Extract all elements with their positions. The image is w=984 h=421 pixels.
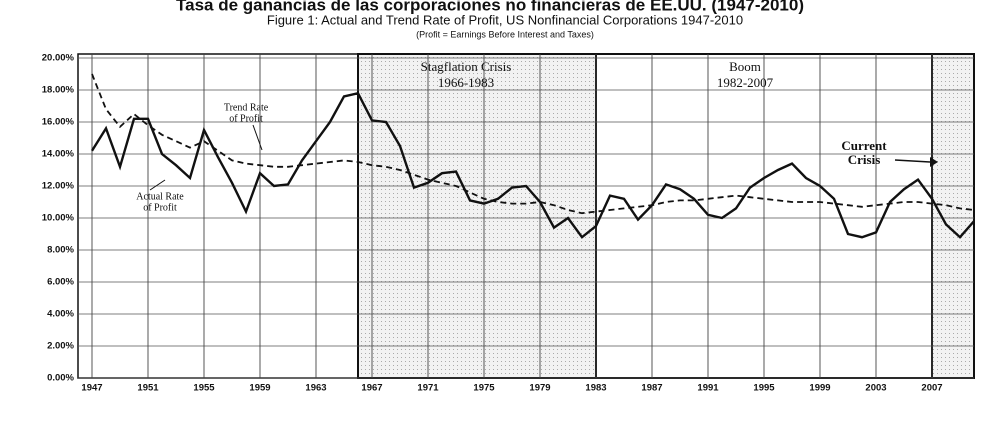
series-line [90,91,975,239]
x-tick-label: 1959 [249,383,270,394]
annotation-pointer [149,179,166,191]
annotation: of Profit [143,202,177,213]
annotation-pointer [252,124,263,151]
y-tick-label: 6.00% [47,277,74,288]
region-label: 1966-1983 [438,75,494,90]
region-label: Boom [729,59,761,74]
arrow-head [930,157,938,167]
x-tick-label: 1947 [81,383,102,394]
y-tick-label: 18.00% [42,85,75,96]
x-tick-label: 1967 [361,383,382,394]
x-tick-label: 2003 [865,383,886,394]
region [931,53,975,379]
x-tick-label: 1955 [193,383,215,394]
region-label: Stagflation Crisis [421,59,512,74]
x-tick-label: 1963 [305,383,326,394]
header: Tasa de ganancias de las corporaciones n… [176,0,804,14]
series-line [91,73,975,215]
x-tick-label: 1971 [417,383,439,394]
x-tick-label: 1999 [809,383,830,394]
y-tick-label: 4.00% [47,309,74,320]
x-tick-label: 1951 [137,383,159,394]
y-tick-label: 12.00% [42,181,75,192]
annotation: of Profit [229,113,263,124]
region [357,53,597,379]
x-tick-label: 1975 [473,383,495,394]
x-tick-label: 2007 [921,383,942,394]
y-tick-label: 0.00% [47,373,74,384]
y-tick-label: 2.00% [47,341,74,352]
y-tick-label: 20.00% [42,53,75,64]
region-label: Crisis [848,152,881,167]
region-label: 1982-2007 [717,75,774,90]
arrow [894,159,931,163]
x-tick-label: 1983 [585,383,606,394]
x-tick-label: 1995 [753,383,775,394]
chart-subtitle: (Profit = Earnings Before Interest and T… [416,29,594,39]
annotation: Trend Rate [224,102,269,113]
x-tick-label: 1991 [697,383,719,394]
y-tick-label: 16.00% [42,117,75,128]
chart-title: Figure 1: Actual and Trend Rate of Profi… [267,12,743,27]
y-tick-label: 8.00% [47,245,74,256]
annotation: Actual Rate [136,191,184,202]
y-tick-label: 10.00% [42,213,75,224]
region-label: Current [841,138,887,153]
x-tick-label: 1979 [529,383,550,394]
y-tick-label: 14.00% [42,149,75,160]
x-tick-label: 1987 [641,383,662,394]
